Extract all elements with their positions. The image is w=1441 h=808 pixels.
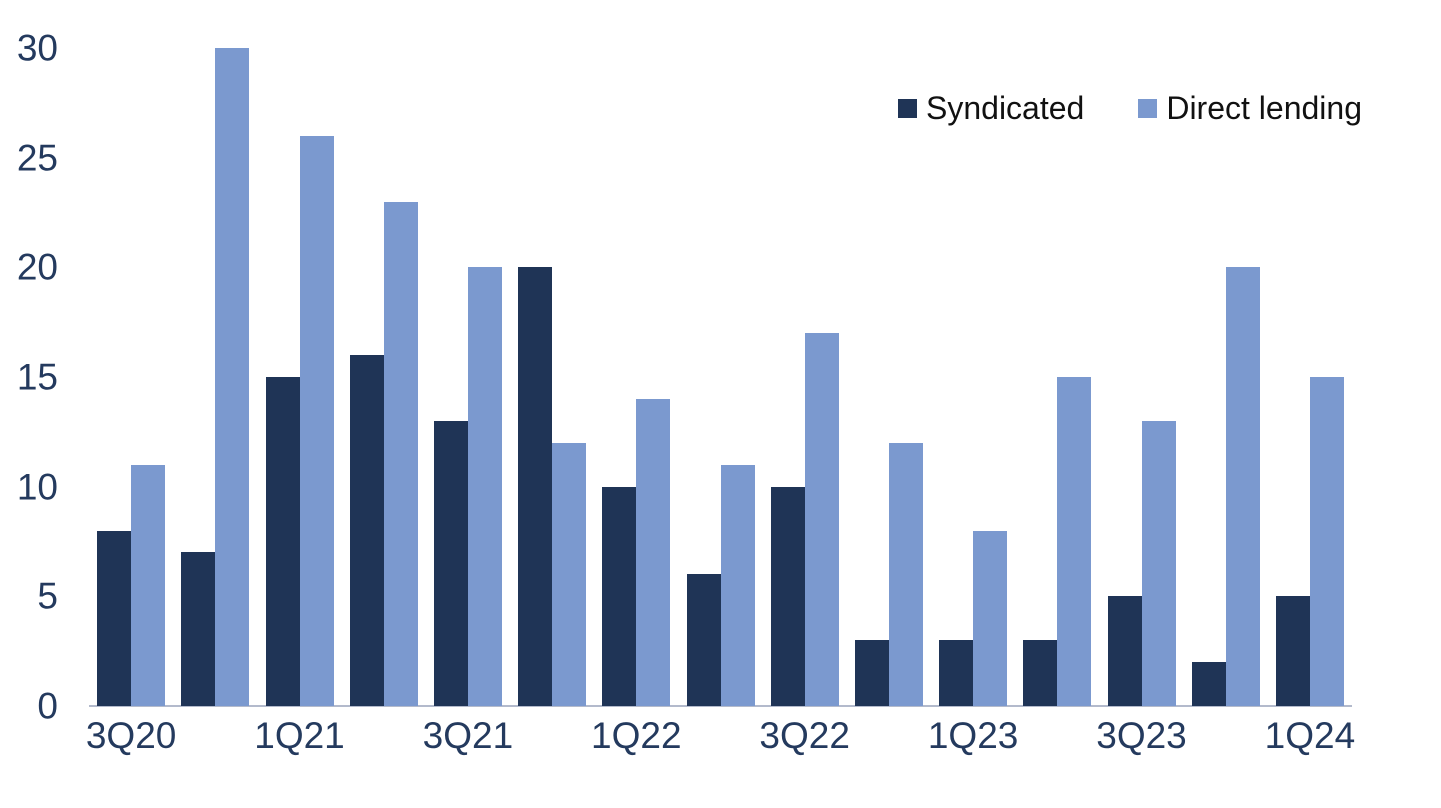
legend: Syndicated Direct lending [898, 92, 1362, 124]
legend-item-syndicated: Syndicated [898, 92, 1084, 124]
bar-group-2q21 [342, 48, 426, 706]
bar-group-4q21 [510, 48, 594, 706]
bar-group-4q22 [847, 48, 931, 706]
bar-direct-lending-3q21 [467, 267, 502, 706]
bar-group-1q24 [1268, 48, 1352, 706]
bar-group-1q21 [257, 48, 341, 706]
bar-syndicated-2q22 [686, 574, 721, 706]
bar-group-2q23 [1015, 48, 1099, 706]
bar-direct-lending-4q23 [1225, 267, 1260, 706]
bar-direct-lending-4q20 [215, 48, 250, 706]
x-tick-label-3q23: 3Q23 [1096, 715, 1187, 756]
bar-syndicated-1q23 [939, 640, 974, 706]
bar-group-2q22 [678, 48, 762, 706]
bar-group-3q23 [1099, 48, 1183, 706]
bar-syndicated-3q21 [433, 420, 468, 706]
bar-direct-lending-2q23 [1057, 377, 1092, 706]
x-tick-label-1q21: 1Q21 [254, 715, 345, 756]
bar-syndicated-4q21 [518, 267, 553, 706]
y-tick-label: 20 [16, 246, 58, 288]
bar-syndicated-3q20 [97, 530, 132, 706]
bar-direct-lending-1q22 [636, 398, 671, 706]
bar-direct-lending-3q22 [804, 333, 839, 706]
x-tick-label-1q23: 1Q23 [927, 715, 1019, 756]
bar-direct-lending-3q23 [1141, 420, 1176, 706]
bar-syndicated-1q24 [1275, 596, 1310, 706]
plot-area [89, 48, 1352, 707]
bar-syndicated-3q23 [1107, 596, 1142, 706]
bar-direct-lending-4q22 [888, 442, 923, 706]
bar-direct-lending-1q24 [1309, 377, 1344, 706]
bar-syndicated-2q23 [1023, 640, 1058, 706]
y-axis: 0 5 10 15 20 25 30 [0, 30, 62, 725]
y-tick-label: 5 [37, 575, 58, 617]
legend-label-syndicated: Syndicated [926, 90, 1085, 126]
y-tick-label: 25 [16, 137, 58, 179]
bar-syndicated-1q21 [265, 377, 300, 706]
x-tick-label-3q22: 3Q22 [759, 715, 850, 756]
bar-group-1q22 [594, 48, 678, 706]
x-tick-label-1q22: 1Q22 [591, 715, 682, 756]
bar-group-4q20 [173, 48, 257, 706]
direct-lending-swatch-icon [1138, 98, 1158, 118]
bar-group-3q21 [426, 48, 510, 706]
bar-group-4q23 [1184, 48, 1268, 706]
bar-syndicated-4q20 [181, 552, 216, 706]
x-tick-label-3q21: 3Q21 [422, 715, 514, 756]
x-axis-line [89, 705, 1352, 707]
bar-syndicated-4q23 [1191, 662, 1226, 706]
bar-direct-lending-1q23 [973, 530, 1008, 706]
bar-direct-lending-2q21 [383, 201, 418, 706]
bar-syndicated-2q21 [349, 355, 384, 706]
bar-direct-lending-3q20 [131, 464, 166, 706]
legend-label-direct-lending: Direct lending [1166, 90, 1362, 126]
legend-item-direct-lending: Direct lending [1138, 92, 1362, 124]
bar-group-3q22 [763, 48, 847, 706]
bar-direct-lending-2q22 [720, 464, 755, 706]
x-tick-label-3q20: 3Q20 [85, 715, 177, 756]
x-tick-label-1q24: 1Q24 [1264, 715, 1356, 756]
y-tick-label: 0 [37, 685, 58, 727]
bar-syndicated-4q22 [854, 640, 889, 706]
bar-group-1q23 [931, 48, 1015, 706]
syndicated-swatch-icon [898, 98, 917, 118]
bar-syndicated-1q22 [602, 486, 637, 706]
bar-direct-lending-4q21 [552, 442, 587, 706]
y-tick-label: 30 [16, 27, 58, 69]
y-tick-label: 15 [16, 356, 58, 398]
bar-direct-lending-1q21 [299, 135, 334, 706]
bar-group-3q20 [89, 48, 173, 706]
y-tick-label: 10 [16, 466, 58, 508]
bar-syndicated-3q22 [770, 486, 805, 706]
x-axis: 3Q20 1Q21 3Q21 1Q22 3Q22 1Q23 3Q23 1Q24 [85, 715, 1355, 766]
